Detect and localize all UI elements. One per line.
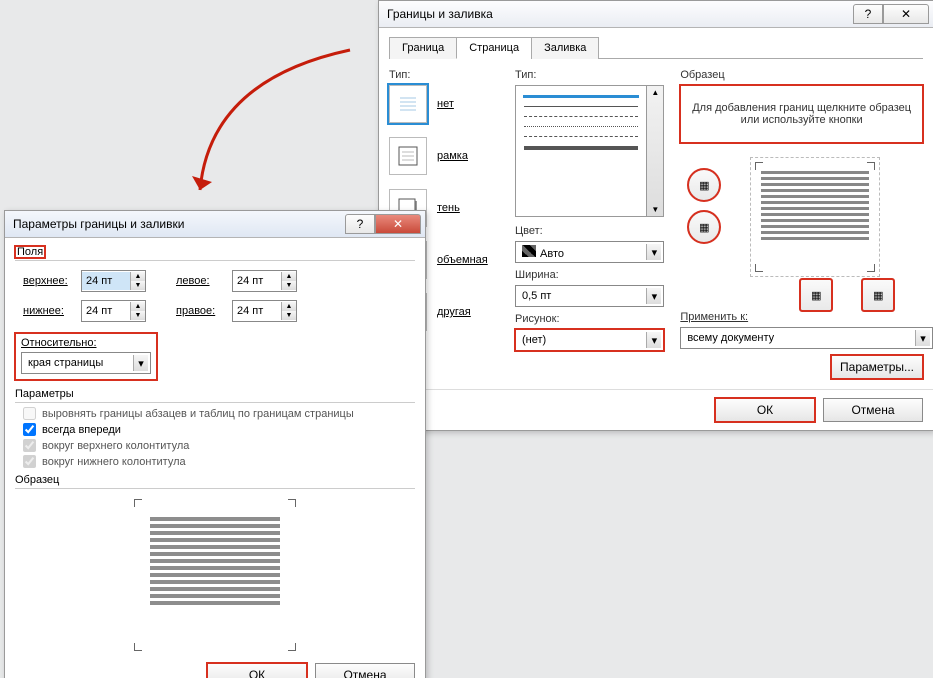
ok-button[interactable]: ОК (207, 663, 307, 678)
tab-border[interactable]: Граница (389, 37, 457, 59)
dialog-title: Параметры границы и заливки (13, 217, 184, 231)
relative-select[interactable]: края страницы ▾ (21, 352, 151, 374)
titlebar[interactable]: Границы и заливка ? ✕ (379, 1, 933, 28)
close-button[interactable]: ✕ (883, 4, 929, 24)
style-list[interactable] (515, 85, 647, 217)
border-right-toggle[interactable]: ▦ (862, 279, 894, 311)
type-shadow-label[interactable]: тень (437, 202, 460, 214)
opt-align[interactable]: выровнять границы абзацев и таблиц по гр… (23, 407, 415, 420)
style-scroll[interactable]: ▲▼ (647, 85, 664, 217)
top-label: верхнее: (23, 275, 73, 287)
sample-group-label: Образец (15, 474, 415, 486)
sample-preview (130, 495, 300, 655)
border-bottom-toggle[interactable]: ▦ (688, 211, 720, 243)
params-button[interactable]: Параметры... (831, 355, 923, 379)
type-heading: Тип: (389, 69, 499, 81)
help-button[interactable]: ? (853, 4, 883, 24)
type-box-label[interactable]: рамка (437, 150, 468, 162)
params-dialog: Параметры границы и заливки ? ✕ Поля вер… (4, 210, 426, 678)
borders-dialog: Границы и заливка ? ✕ Граница Страница З… (378, 0, 933, 431)
fields-group-label: Поля (15, 246, 45, 258)
width-select[interactable]: 0,5 пт ▾ (515, 285, 664, 307)
art-select[interactable]: (нет) ▾ (515, 329, 664, 351)
right-spin[interactable]: ▲▼ (232, 300, 297, 322)
color-select[interactable]: Авто ▾ (515, 241, 664, 263)
opt-front[interactable]: всегда впереди (23, 423, 415, 436)
close-button[interactable]: ✕ (375, 214, 421, 234)
sample-preview: ▦ ▦ ▦ ▦ (680, 151, 923, 301)
left-label: левое: (176, 275, 224, 287)
opt-footer[interactable]: вокруг нижнего колонтитула (23, 455, 415, 468)
ok-button[interactable]: ОК (715, 398, 815, 422)
border-top-toggle[interactable]: ▦ (688, 169, 720, 201)
bottom-label: нижнее: (23, 305, 73, 317)
tab-fill[interactable]: Заливка (531, 37, 599, 59)
style-heading: Тип: (515, 69, 664, 81)
dialog-title: Границы и заливка (387, 7, 493, 21)
color-heading: Цвет: (515, 225, 664, 237)
tab-page[interactable]: Страница (456, 37, 532, 59)
left-spin[interactable]: ▲▼ (232, 270, 297, 292)
width-heading: Ширина: (515, 269, 664, 281)
art-heading: Рисунок: (515, 313, 664, 325)
type-3d-label[interactable]: объемная (437, 254, 488, 266)
titlebar[interactable]: Параметры границы и заливки ? ✕ (5, 211, 425, 238)
border-left-toggle[interactable]: ▦ (800, 279, 832, 311)
type-custom-label[interactable]: другая (437, 306, 471, 318)
type-none-label[interactable]: нет (437, 98, 454, 110)
type-box-icon[interactable] (389, 137, 427, 175)
sample-hint: Для добавления границ щелкните образец и… (680, 85, 923, 143)
sample-heading: Образец (680, 69, 923, 81)
type-none-icon[interactable] (389, 85, 427, 123)
tab-strip: Граница Страница Заливка (389, 36, 923, 59)
opt-header[interactable]: вокруг верхнего колонтитула (23, 439, 415, 452)
top-spin[interactable]: ▲▼ (81, 270, 146, 292)
apply-heading: Применить к: (680, 311, 923, 323)
relative-label: Относительно: (21, 337, 151, 349)
apply-select[interactable]: всему документу ▾ (680, 327, 933, 349)
cancel-button[interactable]: Отмена (823, 398, 923, 422)
right-label: правое: (176, 305, 224, 317)
cancel-button[interactable]: Отмена (315, 663, 415, 678)
options-group-label: Параметры (15, 388, 415, 400)
bottom-spin[interactable]: ▲▼ (81, 300, 146, 322)
help-button[interactable]: ? (345, 214, 375, 234)
